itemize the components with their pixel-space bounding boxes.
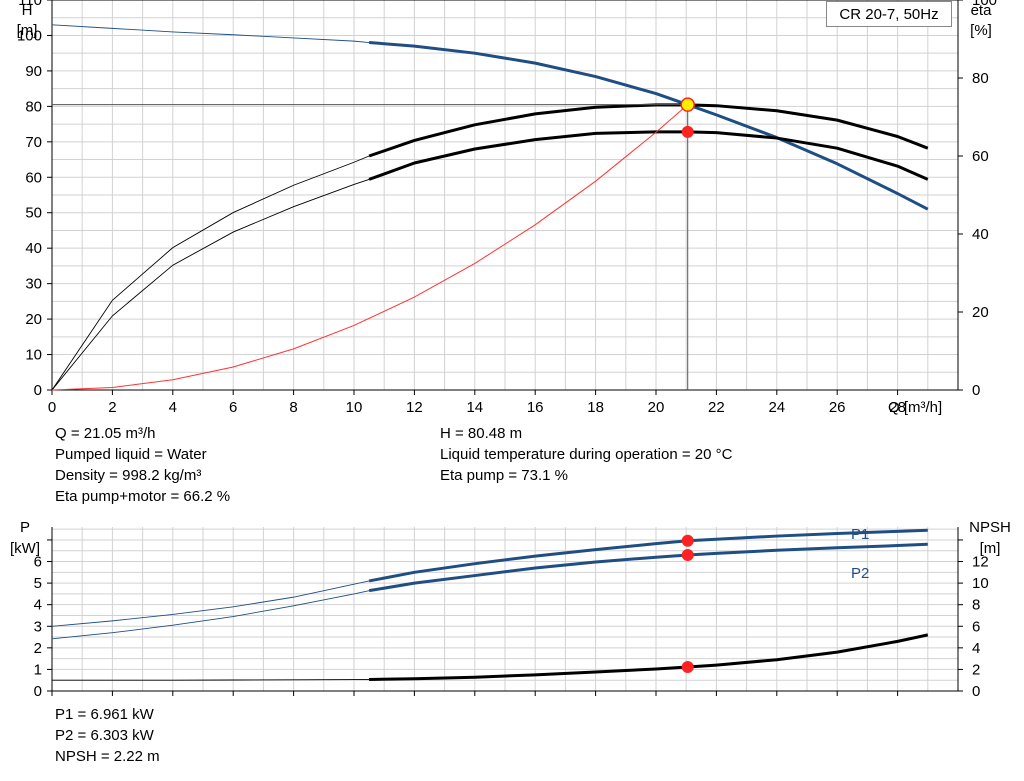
info-npsh: NPSH = 2.22 m xyxy=(55,748,160,765)
series-npsh-thick xyxy=(369,633,929,681)
y-left-tick-label: 70 xyxy=(25,134,42,151)
series-eta-pump-motor-thick xyxy=(368,130,929,181)
series-p2-thin xyxy=(51,590,370,640)
info-temperature: Liquid temperature during operation = 20… xyxy=(440,446,733,463)
y-left-tick-label: 0 xyxy=(34,382,42,399)
x-tick-label: 22 xyxy=(708,399,725,416)
y-left-tick-label: 3 xyxy=(34,618,42,635)
y-right-axis-unit: [%] xyxy=(970,22,992,39)
y-right-tick-label: 60 xyxy=(972,148,989,165)
y-right-axis-unit: [m] xyxy=(980,540,1001,557)
y-left-tick-label: 1 xyxy=(34,661,42,678)
series-label-p2: P2 xyxy=(851,565,869,582)
x-tick-label: 24 xyxy=(768,399,785,416)
npsh-marker xyxy=(681,661,694,674)
info-p2: P2 = 6.303 kW xyxy=(55,727,154,744)
y-left-tick-label: 60 xyxy=(25,169,42,186)
y-right-tick-label: 12 xyxy=(972,554,989,571)
series-p1-thick xyxy=(368,528,928,583)
x-tick-label: 18 xyxy=(587,399,604,416)
y-left-axis-unit: [kW] xyxy=(10,540,40,557)
y-left-tick-label: 30 xyxy=(25,276,42,293)
series-npsh-thin xyxy=(52,679,370,681)
p1-marker xyxy=(681,534,694,547)
series-p1-thin xyxy=(51,580,370,627)
y-right-tick-label: 4 xyxy=(972,640,980,657)
info-p1: P1 = 6.961 kW xyxy=(55,706,154,723)
y-left-tick-label: 4 xyxy=(34,597,42,614)
p2-marker xyxy=(681,548,694,561)
y-right-axis-label: NPSH xyxy=(969,519,1011,536)
y-left-tick-label: 0 xyxy=(34,683,42,700)
x-tick-label: 14 xyxy=(466,399,483,416)
info-eta-pump: Eta pump = 73.1 % xyxy=(440,467,568,484)
series-eta-pump-thin xyxy=(51,155,370,391)
chart-title: CR 20-7, 50Hz xyxy=(826,1,952,27)
info-head: H = 80.48 m xyxy=(440,425,523,442)
x-tick-label: 12 xyxy=(406,399,423,416)
x-tick-label: 6 xyxy=(229,399,237,416)
y-left-axis-unit: [m] xyxy=(17,22,38,39)
eta-total-marker xyxy=(681,125,694,138)
x-tick-label: 28 xyxy=(889,399,906,416)
y-left-tick-label: 20 xyxy=(25,311,42,328)
y-right-tick-label: 0 xyxy=(972,683,980,700)
y-right-tick-label: 2 xyxy=(972,661,980,678)
x-tick-label: 4 xyxy=(169,399,177,416)
y-left-axis-label: P xyxy=(20,519,30,536)
y-right-tick-label: 0 xyxy=(972,382,980,399)
head-efficiency-panel: 0 2 4 6 8 10 12 14 16 18 20 22 24 26 28Q [m³/h]0102030… xyxy=(17,0,997,416)
y-left-tick-label: 100 xyxy=(17,27,42,44)
y-left-tick-label: 40 xyxy=(25,240,42,257)
series-label-p1: P1 xyxy=(851,526,869,543)
info-density: Density = 998.2 kg/m³ xyxy=(55,467,202,484)
info-top-left: Q = 21.05 m³/h Pumped liquid = Water Den… xyxy=(55,423,230,507)
series-pump-curve-0-thick xyxy=(368,41,929,211)
y-left-axis-label: H xyxy=(22,2,33,19)
duty-point-marker xyxy=(680,97,695,112)
y-left-tick-label: 10 xyxy=(25,347,42,364)
x-tick-label: 0 xyxy=(48,399,56,416)
y-right-tick-label: 40 xyxy=(972,226,989,243)
series-p2-thick xyxy=(368,542,928,593)
info-flow: Q = 21.05 m³/h xyxy=(55,425,156,442)
y-right-tick-label: 6 xyxy=(972,618,980,635)
x-tick-label: 10 xyxy=(346,399,363,416)
series-system-curve xyxy=(51,104,689,391)
x-axis-label: Q [m³/h] xyxy=(888,399,942,416)
y-right-tick-label: 20 xyxy=(972,304,989,321)
series-eta-pump-motor-thin xyxy=(51,178,370,391)
y-left-tick-label: 50 xyxy=(25,205,42,222)
y-right-tick-label: 80 xyxy=(972,70,989,87)
series-eta-pump-thick xyxy=(368,103,929,158)
y-left-tick-label: 80 xyxy=(25,98,42,115)
x-tick-label: 2 xyxy=(108,399,116,416)
y-right-tick-label: 10 xyxy=(972,575,989,592)
y-left-tick-label: 90 xyxy=(25,63,42,80)
y-left-tick-label: 6 xyxy=(34,554,42,571)
info-top-right: H = 80.48 m Liquid temperature during op… xyxy=(440,423,732,486)
series-pump-curve-0-thin xyxy=(51,24,370,43)
info-bottom: P1 = 6.961 kW P2 = 6.303 kW NPSH = 2.22 … xyxy=(55,704,160,767)
x-tick-label: 26 xyxy=(829,399,846,416)
info-eta-total: Eta pump+motor = 66.2 % xyxy=(55,488,231,505)
y-right-tick-label: 8 xyxy=(972,597,980,614)
x-tick-label: 8 xyxy=(289,399,297,416)
x-tick-label: 20 xyxy=(648,399,665,416)
y-left-tick-label: 5 xyxy=(34,575,42,592)
y-left-tick-label: 2 xyxy=(34,640,42,657)
info-liquid: Pumped liquid = Water xyxy=(55,446,207,463)
x-tick-label: 16 xyxy=(527,399,544,416)
y-left-tick-label: 110 xyxy=(18,0,42,9)
y-right-axis-label: eta xyxy=(971,2,993,19)
y-right-tick-label: 100 xyxy=(972,0,997,9)
